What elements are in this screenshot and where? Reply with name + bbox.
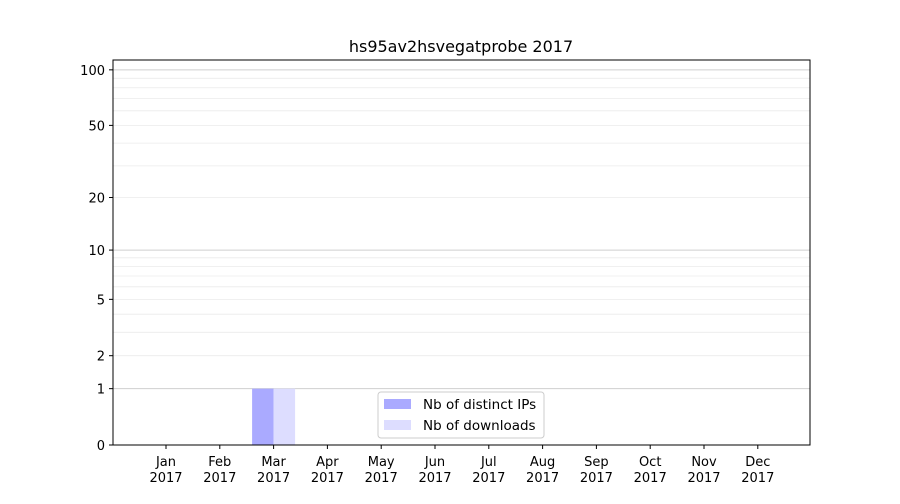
x-tick-label-month: Dec (745, 455, 770, 470)
x-axis: Jan2017Feb2017Mar2017Apr2017May2017Jun20… (149, 445, 774, 486)
bars (252, 388, 296, 445)
x-tick-label-month: May (368, 455, 395, 470)
y-tick-label: 100 (80, 64, 105, 79)
x-tick-label-month: Jun (424, 455, 445, 470)
grid (113, 69, 810, 390)
y-tick-label: 20 (88, 192, 105, 207)
y-tick-label: 50 (88, 119, 105, 134)
y-tick-label: 2 (97, 350, 105, 365)
x-tick-label-year: 2017 (257, 471, 290, 486)
x-tick-label-year: 2017 (741, 471, 774, 486)
x-tick-label-month: Nov (691, 455, 717, 470)
legend-frame (377, 391, 545, 439)
x-tick-label-year: 2017 (418, 471, 451, 486)
y-tick-label: 10 (88, 244, 105, 259)
x-tick-label-month: Apr (316, 455, 339, 470)
x-tick-label-year: 2017 (634, 471, 667, 486)
legend-swatch-distinct-ips (384, 399, 411, 409)
x-tick-label-month: Mar (261, 455, 286, 470)
legend-label-downloads: Nb of downloads (423, 418, 536, 434)
legend-label-distinct-ips: Nb of distinct IPs (423, 397, 536, 413)
legend: Nb of distinct IPs Nb of downloads (377, 391, 545, 439)
x-tick-label-month: Feb (208, 455, 231, 470)
x-tick-label-month: Oct (639, 455, 661, 470)
bar-distinct-ips (252, 388, 274, 445)
legend-swatch-downloads (384, 420, 411, 430)
bar-downloads (273, 388, 296, 445)
x-tick-label-year: 2017 (580, 471, 613, 486)
x-tick-label-year: 2017 (365, 471, 398, 486)
y-tick-label: 1 (97, 383, 105, 398)
chart-title: hs95av2hsvegatprobe 2017 (349, 37, 573, 56)
x-tick-label-month: Aug (530, 455, 555, 470)
x-tick-label-month: Jul (480, 455, 497, 470)
x-tick-label-year: 2017 (311, 471, 344, 486)
x-tick-label-year: 2017 (149, 471, 182, 486)
x-tick-label-month: Sep (584, 455, 609, 470)
x-tick-label-month: Jan (155, 455, 176, 470)
x-tick-label-year: 2017 (687, 471, 720, 486)
y-tick-label: 0 (97, 439, 105, 454)
x-tick-label-year: 2017 (203, 471, 236, 486)
x-tick-label-year: 2017 (526, 471, 559, 486)
y-tick-label: 5 (97, 293, 105, 308)
plot-frame (112, 59, 811, 446)
x-tick-label-year: 2017 (472, 471, 505, 486)
y-axis: 0 1 2 5 10 20 50 100 (80, 64, 113, 454)
